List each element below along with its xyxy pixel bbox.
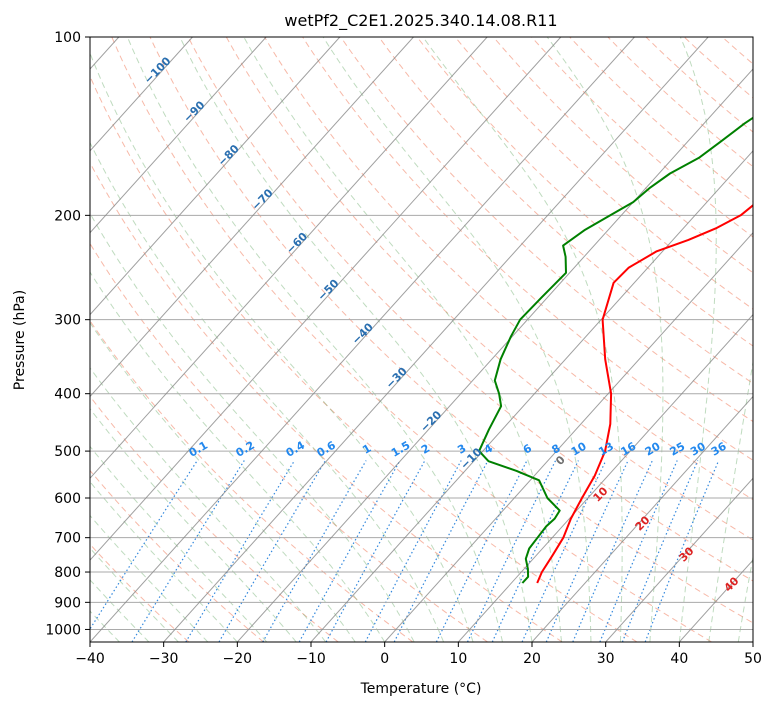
- moist-adiabat-line: [708, 359, 753, 642]
- moist-adiabat-line: [90, 322, 356, 642]
- dry-adiabat-line: [416, 37, 753, 347]
- x-axis-ticks: −40 −30 −20 −10 0 10 20 30 40 50: [75, 642, 762, 667]
- y-tick-label: 500: [54, 444, 81, 460]
- mixing-ratio-line: [218, 460, 326, 642]
- isotherm-line: [90, 37, 635, 642]
- isotherm-line: [384, 231, 753, 642]
- mixing-ratio-line: [521, 460, 607, 642]
- plot-frame: [89, 36, 754, 643]
- isotherm-line: [90, 37, 193, 152]
- x-tick-label: 20: [523, 651, 541, 667]
- y-tick-label: 1000: [45, 622, 81, 638]
- x-tick-label: 30: [597, 651, 615, 667]
- isotherm-line: [90, 37, 414, 398]
- dry-adiabat-line: [225, 37, 753, 541]
- moist-adiabat-line: [90, 407, 297, 642]
- temperature-profile: [536, 204, 753, 584]
- moist-adiabat-line: [737, 554, 753, 642]
- moist-adiabat-line: [322, 37, 592, 642]
- mixing-ratio-line: [185, 460, 296, 642]
- isotherm-line: [605, 477, 753, 642]
- dry-adiabat-line: [607, 37, 753, 168]
- x-tick-label: −30: [149, 651, 179, 667]
- mixing-ratio-line: [298, 460, 401, 642]
- dry-adiabat-line: [454, 37, 753, 310]
- profiles: [478, 116, 753, 584]
- mixing-ratio-line: [621, 460, 699, 642]
- isotherm-line: [90, 37, 562, 561]
- moist-adiabat-line: [90, 141, 445, 642]
- isobars: [90, 37, 753, 630]
- moist-adiabat-line: [422, 37, 623, 642]
- dry-adiabat-line: [340, 37, 753, 423]
- chart-title: wetPf2_C2E1.2025.340.14.08.R11: [284, 11, 557, 31]
- dry-adiabat-line: [90, 242, 488, 642]
- dry-adiabat-line: [90, 320, 414, 642]
- dry-adiabat-line: [111, 37, 712, 642]
- x-axis-title: Temperature (°C): [360, 681, 482, 697]
- y-tick-label: 400: [54, 387, 81, 403]
- y-tick-label: 800: [54, 565, 81, 581]
- dry-adiabat-line: [378, 37, 753, 384]
- moist-adiabat-line: [90, 481, 238, 642]
- y-axis-ticks: 1000 900 800 700 600 500 400 300 200 100: [45, 30, 90, 638]
- mixing-ratio-line: [435, 460, 528, 642]
- dewpoint-profile: [478, 116, 753, 584]
- mixing-ratio-line: [491, 460, 579, 642]
- isotherm-line: [90, 37, 488, 480]
- x-tick-label: 40: [670, 651, 688, 667]
- y-tick-label: 900: [54, 595, 81, 611]
- y-tick-label: 300: [54, 313, 81, 329]
- dry-adiabat-line: [90, 161, 563, 642]
- dry-adiabat-line: [149, 37, 753, 624]
- dry-adiabats: [90, 37, 753, 642]
- isotherms: [90, 37, 753, 642]
- mixing-ratio-line: [466, 460, 557, 642]
- moist-adiabat-line: [678, 37, 717, 642]
- y-tick-label: 100: [54, 30, 81, 46]
- dry-adiabat-line: [264, 37, 753, 501]
- moist-adiabat-line: [90, 271, 386, 642]
- moist-adiabat-line: [179, 37, 533, 642]
- x-tick-label: 50: [744, 651, 762, 667]
- y-axis-title: Pressure (hPa): [12, 290, 28, 390]
- moist-adiabat-line: [90, 367, 327, 642]
- moist-adiabat-line: [90, 445, 268, 642]
- y-tick-label: 200: [54, 208, 81, 224]
- isotherm-line: [310, 150, 753, 642]
- dry-adiabat-line: [90, 75, 638, 642]
- mixing-ratio-line: [644, 460, 720, 642]
- mixing-ratio-line: [325, 460, 426, 642]
- moist-adiabat-line: [90, 51, 474, 642]
- x-tick-label: −10: [296, 651, 326, 667]
- moist-adiabat-line: [546, 37, 664, 642]
- dry-adiabat-line: [90, 395, 339, 642]
- y-tick-label: 600: [54, 491, 81, 507]
- x-tick-label: −20: [223, 651, 253, 667]
- x-tick-label: −40: [75, 651, 105, 667]
- mixing-ratio-line: [262, 460, 367, 642]
- mixing-ratio-line: [599, 460, 678, 642]
- isotherm-line: [90, 37, 267, 234]
- y-tick-label: 700: [54, 531, 81, 547]
- mixing-ratio-line: [572, 460, 653, 642]
- moist-adiabat-line: [243, 37, 562, 642]
- x-tick-label: 0: [380, 651, 389, 667]
- isotherm-line: [531, 395, 753, 642]
- dry-adiabat-line: [493, 37, 753, 274]
- isotherm-line: [457, 313, 753, 642]
- dry-adiabat-line: [187, 37, 753, 582]
- isotherm-line: [163, 37, 709, 642]
- x-tick-label: 10: [449, 651, 467, 667]
- moist-adiabat-line: [126, 37, 503, 642]
- isotherm-line: [90, 37, 341, 316]
